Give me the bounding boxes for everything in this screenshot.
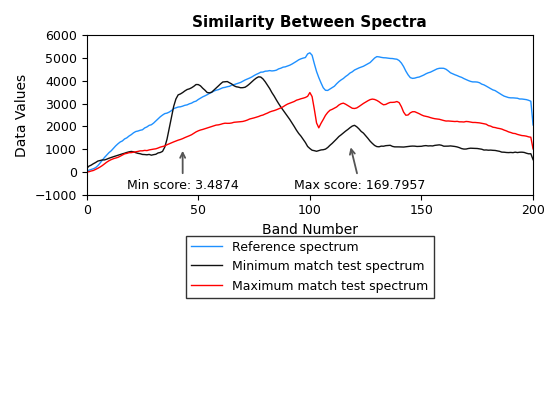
Reference spectrum <box>246 76 253 81</box>
Minimum match test spectrum <box>83 166 90 171</box>
Maximum match test spectrum <box>530 147 536 152</box>
Reference spectrum <box>306 50 313 55</box>
Reference spectrum <box>494 89 501 94</box>
Minimum match test spectrum <box>246 81 253 87</box>
Maximum match test spectrum <box>86 169 92 174</box>
Maximum match test spectrum <box>494 126 501 131</box>
Line: Reference spectrum: Reference spectrum <box>87 53 533 171</box>
Line: Maximum match test spectrum: Maximum match test spectrum <box>87 92 533 172</box>
Reference spectrum <box>83 168 90 173</box>
Maximum match test spectrum <box>326 108 333 113</box>
Maximum match test spectrum <box>271 108 278 113</box>
Reference spectrum <box>326 87 333 92</box>
Minimum match test spectrum <box>326 143 333 148</box>
Legend: Reference spectrum, Minimum match test spectrum, Maximum match test spectrum: Reference spectrum, Minimum match test s… <box>186 236 433 297</box>
Line: Minimum match test spectrum: Minimum match test spectrum <box>87 77 533 168</box>
Reference spectrum <box>530 122 536 127</box>
Title: Similarity Between Spectra: Similarity Between Spectra <box>193 15 427 30</box>
Maximum match test spectrum <box>83 169 90 174</box>
Minimum match test spectrum <box>255 74 262 79</box>
Text: Min score: 3.4874: Min score: 3.4874 <box>127 153 239 192</box>
Minimum match test spectrum <box>273 97 280 102</box>
Maximum match test spectrum <box>123 151 130 156</box>
X-axis label: Band Number: Band Number <box>262 223 358 237</box>
Reference spectrum <box>86 168 92 173</box>
Reference spectrum <box>271 68 278 73</box>
Minimum match test spectrum <box>86 164 92 169</box>
Reference spectrum <box>123 135 130 140</box>
Minimum match test spectrum <box>530 157 536 162</box>
Maximum match test spectrum <box>246 116 253 121</box>
Maximum match test spectrum <box>306 90 313 95</box>
Minimum match test spectrum <box>494 148 501 153</box>
Text: Max score: 169.7957: Max score: 169.7957 <box>294 149 426 192</box>
Y-axis label: Data Values: Data Values <box>15 74 29 157</box>
Minimum match test spectrum <box>123 150 130 155</box>
